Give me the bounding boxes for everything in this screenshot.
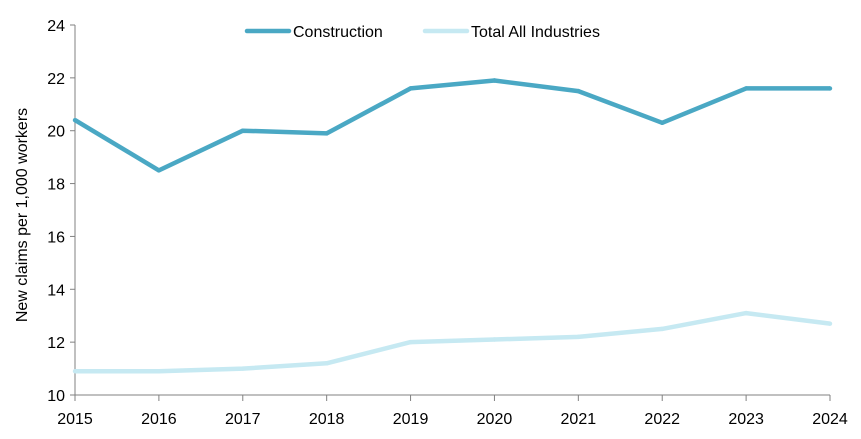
data-point [72,369,78,374]
data-point [576,88,581,94]
x-tick-label: 2017 [225,411,261,428]
y-tick-label: 22 [47,71,65,88]
legend-label: Construction [293,24,383,41]
x-tick-label: 2015 [57,411,93,428]
data-point [240,366,245,371]
data-point [660,326,665,332]
x-axis-ticks: 2015 2016 2017 2018 2019 2020 2021 2022 2023 2024 [57,395,848,428]
x-tick-label: 2020 [477,411,513,428]
legend-label: Total All Industries [471,24,600,41]
x-tick-label: 2024 [812,411,848,428]
legend-item: Construction [244,24,383,41]
x-tick-label: 2021 [561,411,597,428]
y-tick-label: 24 [47,18,65,35]
data-point [408,86,413,91]
y-tick-label: 18 [47,177,65,194]
data-point [827,321,833,326]
series-line-total-all-industries [75,310,831,374]
x-tick-label: 2022 [644,411,680,428]
y-tick-label: 12 [47,335,65,352]
data-point [743,86,749,91]
x-tick-label: 2018 [309,411,345,428]
data-point [827,86,833,91]
x-tick-label: 2023 [728,411,764,428]
chart-axes [74,25,830,396]
data-point [576,334,581,340]
legend: Construction Total All Industries [244,24,600,41]
x-tick-label: 2016 [141,411,177,428]
data-point [324,361,329,366]
data-point [156,369,162,374]
data-point [743,310,749,316]
data-point [660,120,665,125]
data-point [156,168,162,173]
y-axis-title: New claims per 1,000 workers [14,108,31,322]
y-tick-label: 16 [47,229,65,246]
series-line-construction [73,78,830,173]
data-point [324,131,329,136]
data-point [492,337,497,342]
y-axis-ticks: 10 12 14 16 18 20 22 24 [47,18,75,405]
data-point [72,117,78,123]
data-point [408,339,413,345]
series-layer [72,78,833,374]
legend-item: Total All Industries [422,24,600,41]
y-tick-label: 14 [47,282,65,299]
x-tick-label: 2019 [393,411,429,428]
y-tick-label: 10 [47,388,65,405]
data-point [492,78,497,83]
data-point [240,128,245,133]
y-tick-label: 20 [47,124,65,141]
